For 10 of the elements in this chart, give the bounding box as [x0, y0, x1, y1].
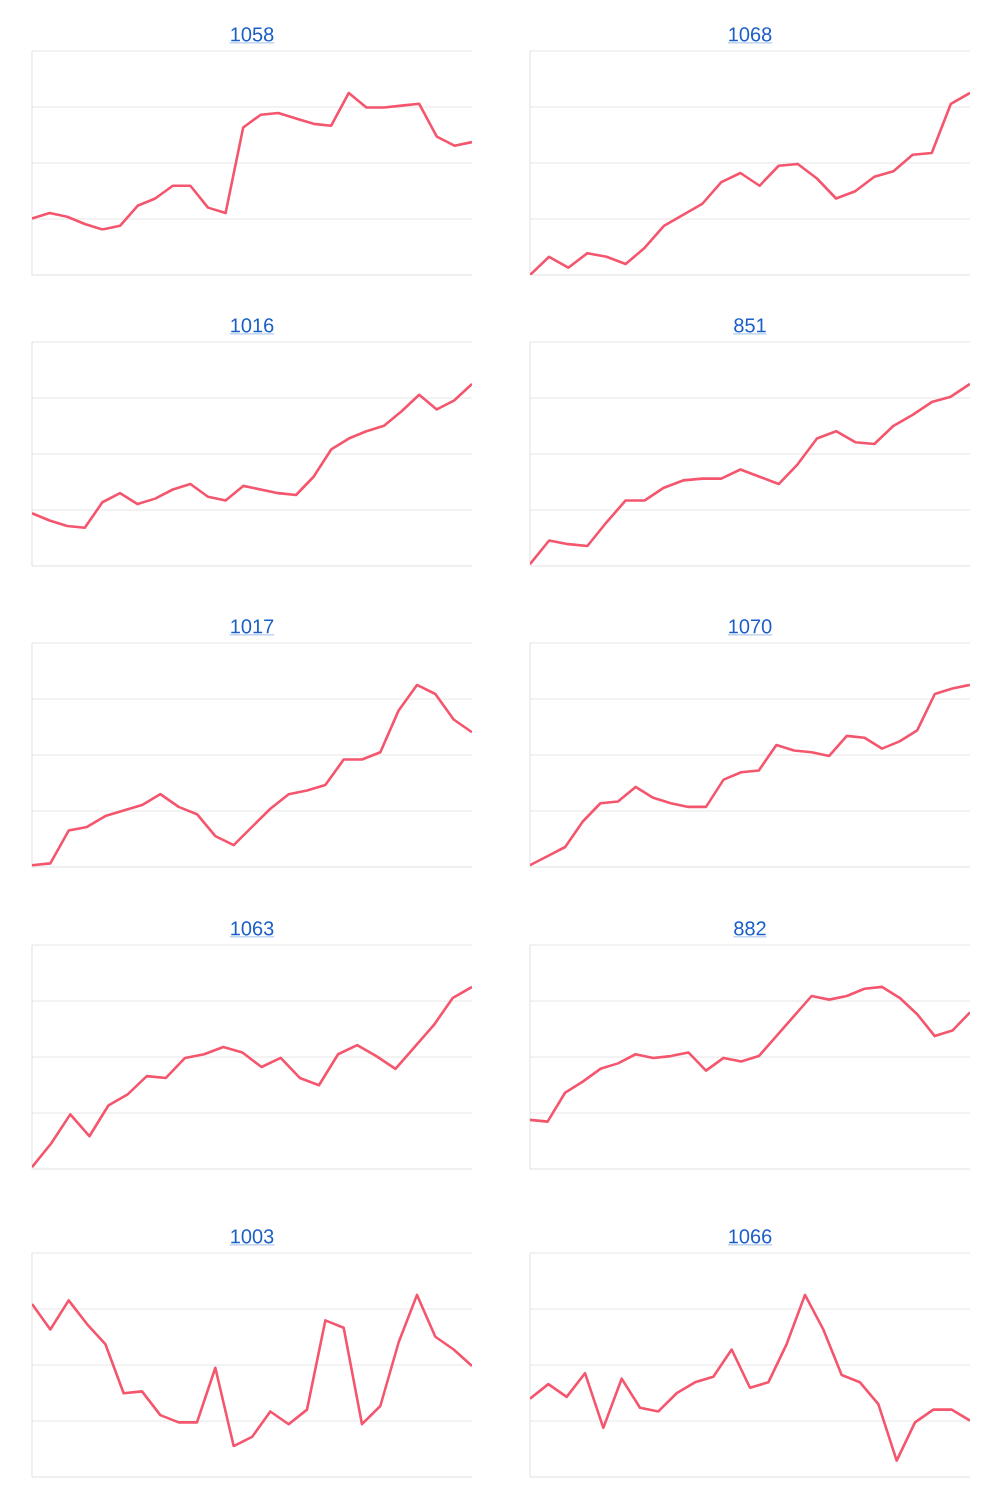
chart-title: 1017 — [231, 619, 274, 634]
chart-title: 1068 — [729, 27, 772, 42]
chart-title: 1058 — [231, 27, 274, 42]
chart-title: 1003 — [231, 1229, 274, 1244]
chart-title: 1063 — [231, 921, 274, 936]
chart-title: 882 — [734, 921, 766, 936]
chart-title: 851 — [734, 318, 766, 333]
chart-title: 1016 — [231, 318, 274, 333]
chart-title: 1070 — [729, 619, 772, 634]
chart-title: 1066 — [729, 1229, 772, 1244]
